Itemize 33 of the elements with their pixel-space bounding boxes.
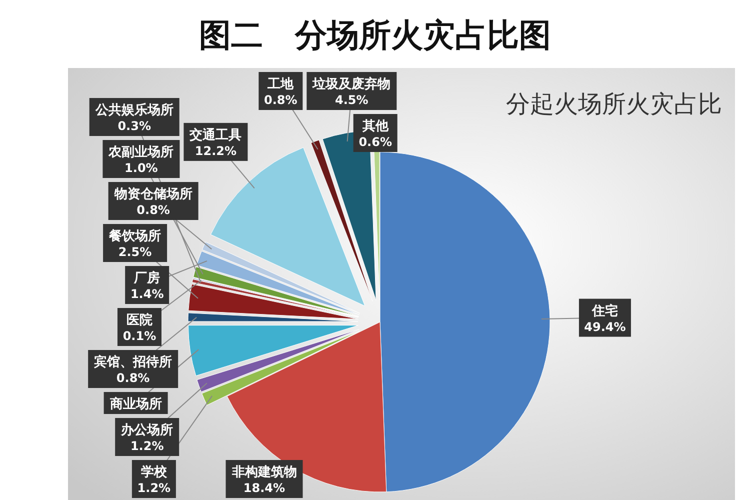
slice-label: 商业场所 [108,396,162,412]
data-label: 0.1% [122,329,156,343]
data-label: 1.0% [124,161,158,175]
slice-label: 医院 [126,312,152,328]
slice-label: 宾馆、招待所 [93,354,172,370]
slice-label: 住宅 [590,302,618,319]
slice-label: 厂房 [133,270,160,286]
slice-label: 垃圾及废弃物 [312,76,391,92]
data-label: 49.4% [584,320,626,334]
slice-label: 非构建筑物 [230,465,297,480]
text: 分起火场所火灾占比 [506,90,722,118]
data-label: 0.8% [136,203,170,217]
slice-label: 工地 [266,77,295,92]
slice-label: 餐饮场所 [108,228,162,244]
slice-label: 学校 [140,464,168,480]
data-label: 12.2% [194,144,237,158]
chart-title: 图二 分场所火灾占比图 [199,16,551,54]
data-label: 0.8% [116,371,150,385]
slice-label: 其他 [361,119,390,134]
data-label: 0.8% [264,93,298,107]
slice-label: 物资仓储场所 [113,186,192,202]
slice-label: 公共娱乐场所 [94,102,174,118]
data-label: 0.6% [358,135,392,149]
slice-label: 交通工具 [188,126,242,143]
data-label: 0.3% [118,119,151,133]
data-label: 1.4% [130,287,164,301]
data-label: 4.5% [335,93,368,107]
data-label: 18.4% [243,481,286,495]
data-label: 1.2% [137,481,171,495]
data-label: 1.2% [130,439,164,453]
data-label: 2.5% [118,245,152,259]
slice-label: 农副业场所 [108,144,174,160]
slice-label: 办公场所 [120,422,174,438]
